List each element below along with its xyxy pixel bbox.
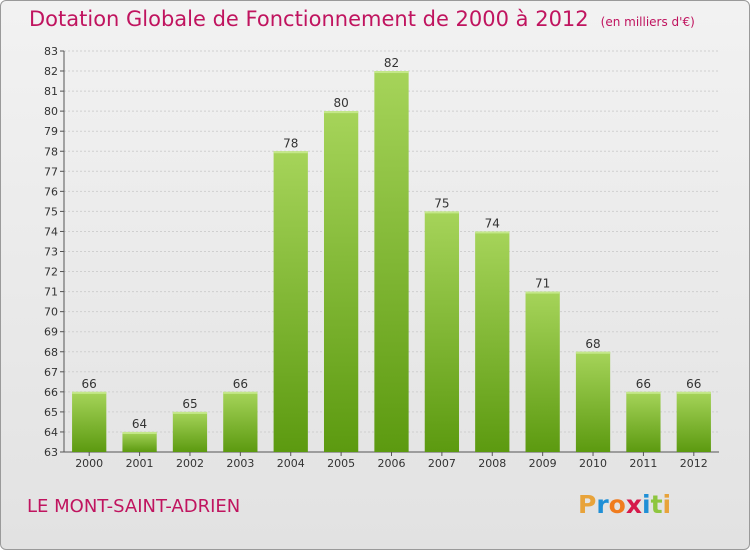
bar-top-highlight xyxy=(626,391,661,394)
bar-2002 xyxy=(172,411,208,452)
svg-text:Proxiti: Proxiti xyxy=(578,490,671,519)
x-tick-label-2000: 2000 xyxy=(75,457,103,470)
bar-2000 xyxy=(72,391,107,452)
bar-2004 xyxy=(273,151,308,452)
y-tick-label: 78 xyxy=(44,145,58,158)
y-tick-label: 65 xyxy=(44,406,58,419)
bar-top-highlight xyxy=(122,431,157,434)
y-tick-label: 75 xyxy=(44,205,58,218)
y-tick-label: 67 xyxy=(44,366,58,379)
bar-2006 xyxy=(374,71,409,453)
y-tick-label: 68 xyxy=(44,346,58,359)
bar-2003 xyxy=(223,391,258,452)
x-tick-label-2004: 2004 xyxy=(277,457,305,470)
y-tick-label: 76 xyxy=(44,185,58,198)
data-label-2006: 82 xyxy=(384,56,399,70)
data-label-2004: 78 xyxy=(283,136,298,150)
data-label-2011: 66 xyxy=(636,377,651,391)
x-tick-label-2011: 2011 xyxy=(629,457,657,470)
x-tick-label-2001: 2001 xyxy=(126,457,154,470)
bar-top-highlight xyxy=(525,291,560,294)
bar-top-highlight xyxy=(424,211,460,214)
x-tick-label-2012: 2012 xyxy=(680,457,708,470)
y-tick-label: 79 xyxy=(44,125,58,138)
x-tick-label-2006: 2006 xyxy=(378,457,406,470)
bar-top-highlight xyxy=(575,351,611,354)
bar-2011 xyxy=(626,391,661,452)
x-tick-label-2005: 2005 xyxy=(327,457,355,470)
y-tick-label: 63 xyxy=(44,446,58,459)
bar-2012 xyxy=(676,391,711,452)
bar-top-highlight xyxy=(72,391,107,394)
data-label-2003: 66 xyxy=(233,377,248,391)
bar-top-highlight xyxy=(273,151,308,154)
chart-title: Dotation Globale de Fonctionnement de 20… xyxy=(29,7,695,31)
bar-2001 xyxy=(122,431,157,452)
data-label-2007: 75 xyxy=(434,196,449,210)
y-tick-label: 73 xyxy=(44,246,58,259)
y-tick-label: 82 xyxy=(44,65,58,78)
data-label-2002: 65 xyxy=(182,397,197,411)
y-tick-label: 64 xyxy=(44,426,58,439)
data-label-2010: 68 xyxy=(585,337,600,351)
x-tick-label-2008: 2008 xyxy=(478,457,506,470)
x-tick-label-2009: 2009 xyxy=(529,457,557,470)
bar-2010 xyxy=(575,351,611,452)
y-tick-label: 66 xyxy=(44,386,58,399)
bar-top-highlight xyxy=(374,71,409,74)
bar-top-highlight xyxy=(475,231,510,234)
proxiti-logo: Proxiti xyxy=(578,490,671,519)
y-tick-label: 71 xyxy=(44,286,58,299)
y-tick-label: 77 xyxy=(44,165,58,178)
bar-2009 xyxy=(525,291,560,452)
data-label-2009: 71 xyxy=(535,277,550,291)
x-tick-label-2002: 2002 xyxy=(176,457,204,470)
bar-top-highlight xyxy=(676,391,711,394)
y-tick-label: 70 xyxy=(44,306,58,319)
y-tick-label: 80 xyxy=(44,105,58,118)
bar-2007 xyxy=(424,211,460,452)
labels: 63 64 65 66 67 68 69 70 71 72 73 74 75 76 77 78 79 80 81 82… xyxy=(44,45,708,470)
data-label-2008: 74 xyxy=(485,216,500,230)
bar-top-highlight xyxy=(172,411,208,414)
commune-name: LE MONT-SAINT-ADRIEN xyxy=(27,496,241,517)
x-tick-label-2007: 2007 xyxy=(428,457,456,470)
data-label-2005: 80 xyxy=(333,96,348,110)
x-tick-label-2010: 2010 xyxy=(579,457,607,470)
data-label-2012: 66 xyxy=(686,377,701,391)
y-tick-label: 83 xyxy=(44,45,58,58)
x-tick-label-2003: 2003 xyxy=(226,457,254,470)
chart-title-text: Dotation Globale de Fonctionnement de 20… xyxy=(29,7,589,31)
y-tick-label: 81 xyxy=(44,85,58,98)
y-tick-label: 72 xyxy=(44,266,58,279)
bar-2008 xyxy=(475,231,510,452)
bars xyxy=(72,71,711,453)
y-tick-label: 69 xyxy=(44,326,58,339)
data-label-2000: 66 xyxy=(82,377,97,391)
bar-2005 xyxy=(323,111,359,453)
y-tick-label: 74 xyxy=(44,225,58,238)
bar-top-highlight xyxy=(323,111,359,114)
data-label-2001: 64 xyxy=(132,417,147,431)
chart-subtitle: (en milliers d'€) xyxy=(600,15,695,29)
bar-top-highlight xyxy=(223,391,258,394)
